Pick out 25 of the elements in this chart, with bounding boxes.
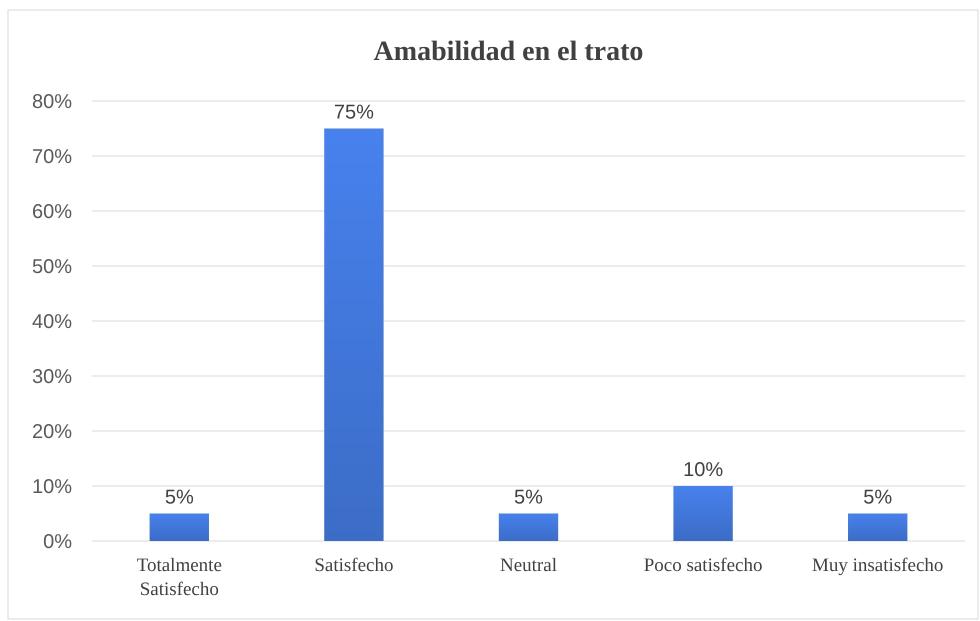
y-tick-label: 80% xyxy=(32,91,72,113)
y-tick-label: 60% xyxy=(32,201,72,223)
bar xyxy=(324,128,384,541)
data-label: 5% xyxy=(164,486,194,508)
data-label: 10% xyxy=(683,459,724,481)
y-tick-label: 30% xyxy=(32,366,72,388)
y-tick-label: 10% xyxy=(32,476,72,498)
x-tick-label: Satisfecho xyxy=(314,555,394,576)
bar xyxy=(150,514,209,541)
y-tick-label: 40% xyxy=(32,311,72,333)
bar xyxy=(673,486,733,541)
data-label: 5% xyxy=(863,486,892,508)
bar xyxy=(848,514,908,541)
y-tick-label: 50% xyxy=(32,256,72,278)
x-tick-label: Muy insatisfecho xyxy=(812,555,944,576)
data-label: 5% xyxy=(514,486,544,508)
x-tick-label: Poco satisfecho xyxy=(644,555,762,576)
chart-title: Amabilidad en el trato xyxy=(374,36,644,67)
bar xyxy=(498,514,558,541)
x-tick-label: Neutral xyxy=(500,555,557,576)
y-tick-label: 0% xyxy=(43,531,72,553)
y-tick-label: 70% xyxy=(32,146,72,168)
data-label: 75% xyxy=(334,102,374,124)
y-tick-label: 20% xyxy=(32,421,72,443)
x-tick-label: Totalmente Satisfecho xyxy=(136,555,222,600)
